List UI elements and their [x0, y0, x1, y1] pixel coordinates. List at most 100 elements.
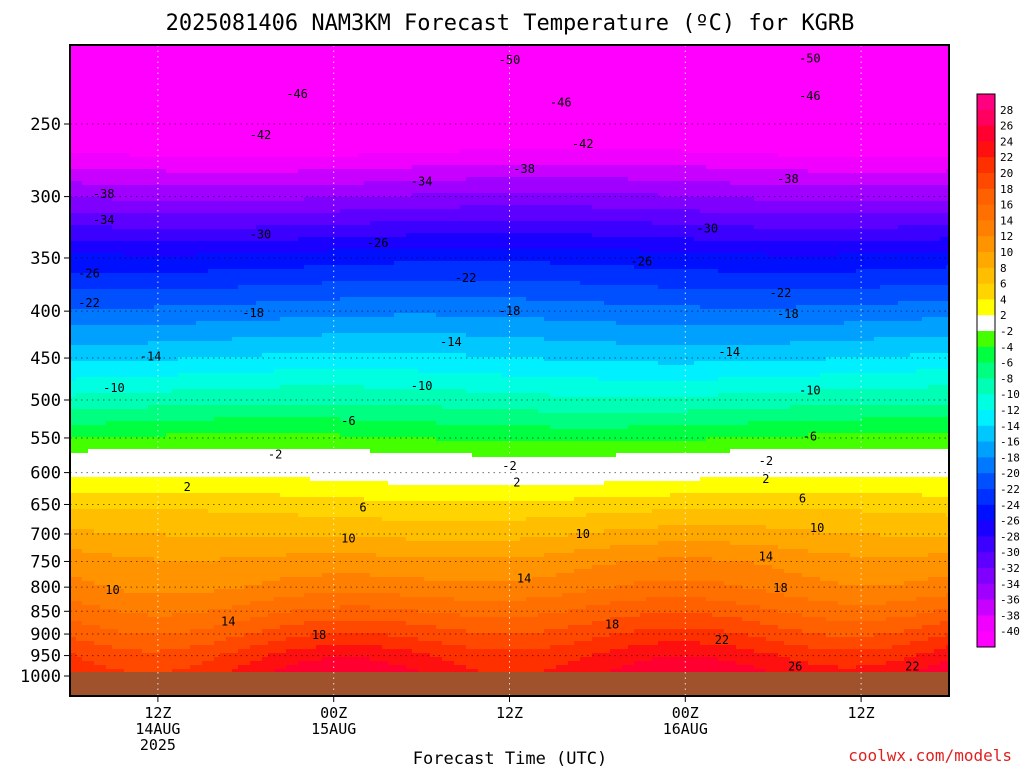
field-cell [94, 533, 101, 538]
field-cell [226, 333, 233, 338]
field-cell [220, 513, 227, 518]
field-cell [160, 273, 167, 278]
field-cell [244, 345, 251, 350]
field-cell [190, 281, 197, 286]
field-cell [244, 69, 251, 74]
field-cell [112, 417, 119, 422]
field-cell [226, 237, 233, 242]
field-cell [202, 329, 209, 334]
field-cell [94, 433, 101, 438]
field-cell [130, 261, 137, 266]
field-cell [250, 117, 257, 122]
field-cell [214, 93, 221, 98]
field-cell [130, 149, 137, 154]
field-cell [154, 637, 161, 642]
field-cell [136, 641, 143, 646]
field-cell [82, 409, 89, 414]
field-cell [184, 317, 191, 322]
field-cell [136, 229, 143, 234]
field-cell [130, 329, 137, 334]
field-cell [196, 461, 203, 466]
field-cell [136, 377, 143, 382]
field-cell [130, 161, 137, 166]
field-cell [184, 637, 191, 642]
field-cell [220, 609, 227, 614]
field-cell [250, 625, 257, 630]
field-cell [148, 189, 155, 194]
field-cell [148, 305, 155, 310]
field-cell [184, 549, 191, 554]
field-cell [94, 485, 101, 490]
field-cell [166, 577, 173, 582]
field-cell [184, 293, 191, 298]
field-cell [220, 81, 227, 86]
field-cell [166, 133, 173, 138]
field-cell [100, 465, 107, 470]
field-cell [94, 645, 101, 650]
field-cell [214, 321, 221, 326]
field-cell [238, 613, 245, 618]
field-cell [88, 593, 95, 598]
field-cell [196, 593, 203, 598]
field-cell [214, 637, 221, 642]
field-cell [94, 629, 101, 634]
field-cell [238, 421, 245, 426]
field-cell [208, 157, 215, 162]
field-cell [166, 161, 173, 166]
field-cell [190, 561, 197, 566]
field-cell [190, 345, 197, 350]
field-cell [82, 145, 89, 150]
field-cell [196, 389, 203, 394]
field-cell [256, 337, 263, 342]
field-cell [190, 81, 197, 86]
field-cell [196, 577, 203, 582]
field-cell [220, 633, 227, 638]
field-cell [136, 317, 143, 322]
field-cell [160, 373, 167, 378]
field-cell [226, 425, 233, 430]
field-cell [172, 61, 179, 66]
field-cell [76, 557, 83, 562]
field-cell [88, 249, 95, 254]
field-cell [190, 353, 197, 358]
field-cell [226, 665, 233, 670]
field-cell [148, 389, 155, 394]
field-cell [82, 153, 89, 158]
field-cell [208, 57, 215, 62]
field-cell [100, 165, 107, 170]
field-cell [142, 125, 149, 130]
field-cell [166, 173, 173, 178]
field-cell [238, 137, 245, 142]
field-cell [202, 177, 209, 182]
field-cell [100, 349, 107, 354]
field-cell [172, 213, 179, 218]
field-cell [142, 93, 149, 98]
field-cell [208, 565, 215, 570]
field-cell [208, 457, 215, 462]
field-cell [184, 265, 191, 270]
field-cell [178, 525, 185, 530]
field-cell [136, 461, 143, 466]
field-cell [184, 229, 191, 234]
field-cell [208, 449, 215, 454]
field-cell [160, 213, 167, 218]
field-cell [100, 317, 107, 322]
field-cell [178, 253, 185, 258]
field-cell [124, 613, 131, 618]
field-cell [142, 549, 149, 554]
field-cell [106, 281, 113, 286]
field-cell [232, 269, 239, 274]
field-cell [130, 601, 137, 606]
field-cell [184, 361, 191, 366]
field-cell [244, 413, 251, 418]
field-cell [178, 441, 185, 446]
field-cell [238, 177, 245, 182]
field-cell [238, 513, 245, 518]
field-cell [208, 161, 215, 166]
field-cell [142, 529, 149, 534]
field-cell [232, 249, 239, 254]
field-cell [202, 129, 209, 134]
field-cell [178, 97, 185, 102]
field-cell [100, 421, 107, 426]
field-cell [250, 189, 257, 194]
